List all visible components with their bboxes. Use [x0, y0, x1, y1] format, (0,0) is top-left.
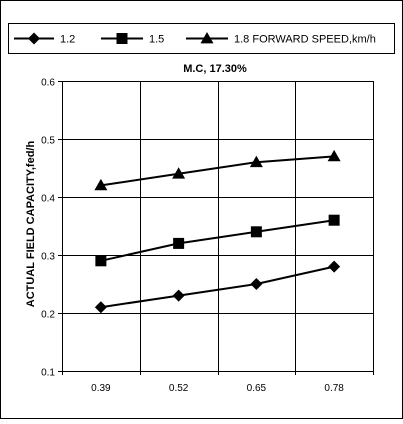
data-point-1.8 [249, 155, 263, 168]
x-tick-label: 0.52 [169, 383, 189, 394]
y-tick-label: 0.5 [41, 136, 55, 147]
y-tick-label: 0.1 [41, 368, 55, 379]
data-point-1.2 [328, 260, 341, 273]
x-tick-label: 0.78 [324, 383, 344, 394]
data-point-1.8 [172, 167, 186, 179]
legend-marker-1.8 [200, 32, 214, 44]
y-ticks: 0.1 0.2 0.3 0.4 0.5 0.6 [41, 78, 62, 379]
series-line-1.8 [100, 155, 335, 187]
data-point-1.2 [250, 278, 263, 290]
data-point-1.2 [94, 301, 107, 314]
legend-marker-1.5 [116, 33, 128, 44]
y-tick-label: 0.4 [41, 194, 55, 205]
x-ticks: 0.39 0.52 0.65 0.78 [62, 371, 374, 394]
data-point-1.5 [328, 214, 340, 226]
series-line-1.5 [100, 219, 335, 262]
series-line-1.2 [100, 265, 335, 309]
y-axis-label: ACTUAL FIELD CAPACITY,fed/h [25, 141, 37, 308]
y-tick-label: 0.3 [41, 252, 55, 263]
legend-marker-1.2 [28, 32, 40, 45]
data-point-1.2 [172, 289, 185, 302]
legend-label-1.8: 1.8 FORWARD SPEED,km/h [234, 34, 376, 46]
x-tick-label: 0.39 [91, 383, 111, 394]
chart-title: M.C, 17.30% [183, 63, 247, 75]
legend-label-1.2: 1.2 [60, 34, 75, 46]
data-point-1.5 [95, 255, 107, 267]
legend-label-1.5: 1.5 [149, 34, 164, 46]
x-tick-label: 0.65 [247, 383, 267, 394]
data-point-1.8 [94, 178, 108, 191]
y-tick-label: 0.2 [41, 310, 55, 321]
data-point-1.5 [173, 237, 185, 249]
data-point-1.5 [250, 226, 262, 238]
data-point-1.8 [327, 149, 341, 162]
series [94, 149, 341, 314]
y-tick-label: 0.6 [41, 78, 55, 89]
legend: 1.2 1.5 1.8 FORWARD SPEED,km/h [14, 32, 376, 46]
